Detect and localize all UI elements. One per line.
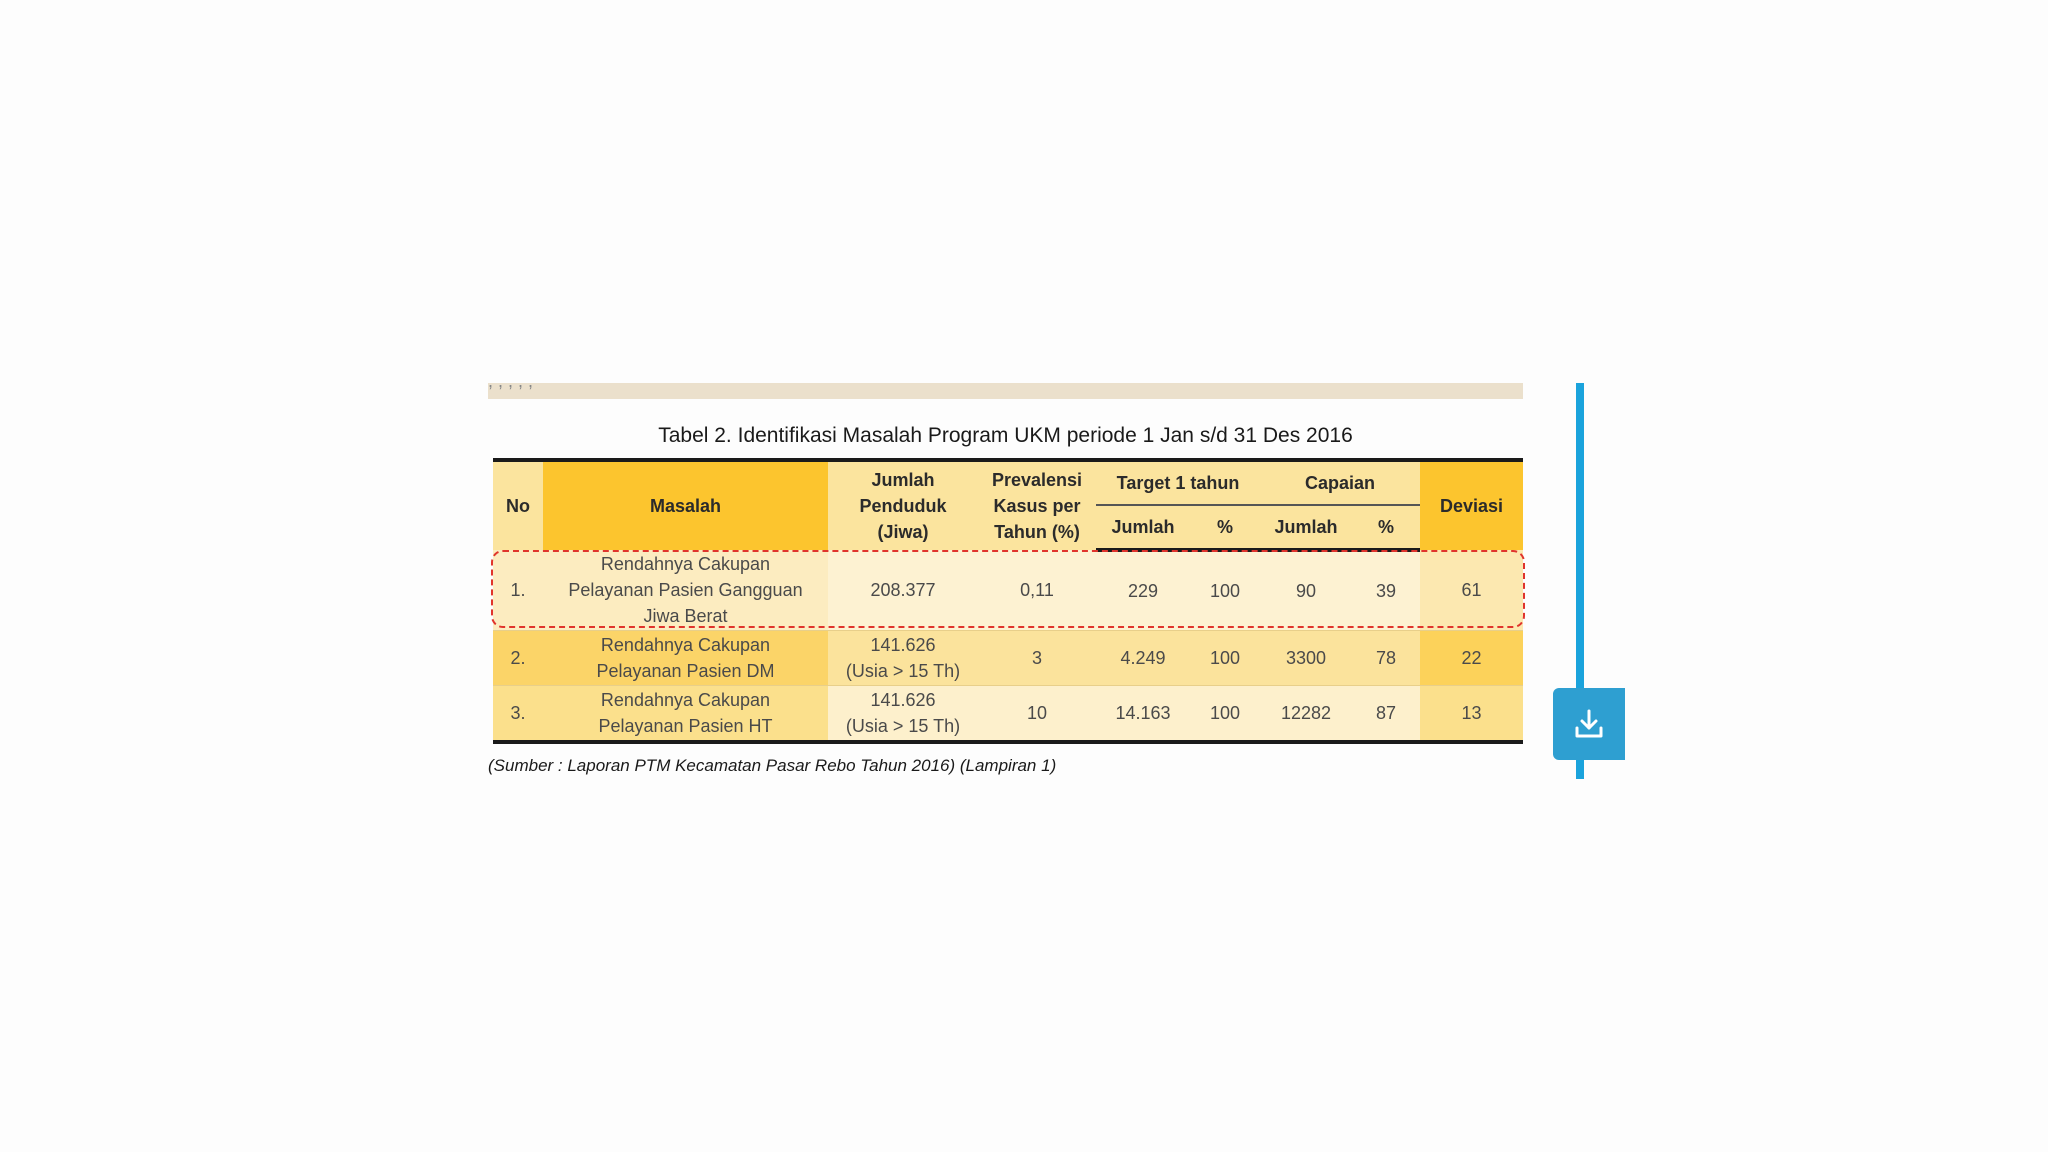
cell-masalah-line: Rendahnya Cakupan bbox=[600, 635, 771, 655]
cell-capaian-jumlah: 90 bbox=[1260, 550, 1352, 631]
cell-masalah-line: Pelayanan Pasien DM bbox=[596, 661, 775, 681]
cell-jumlah-penduduk-line: (Usia > 15 Th) bbox=[845, 661, 961, 681]
previous-page-strip: , , , , , bbox=[488, 383, 1523, 399]
download-button[interactable] bbox=[1553, 688, 1625, 760]
header-prevalensi-line: Prevalensi bbox=[991, 470, 1083, 490]
header-prevalensi: Prevalensi Kasus per Tahun (%) bbox=[978, 460, 1096, 550]
cell-target-jumlah: 14.163 bbox=[1096, 685, 1190, 742]
cell-capaian-jumlah: 3300 bbox=[1260, 630, 1352, 686]
header-jumlah-penduduk-line: (Jiwa) bbox=[877, 522, 929, 542]
table-title: Tabel 2. Identifikasi Masalah Program UK… bbox=[658, 424, 1353, 447]
header-prevalensi-line: Tahun (%) bbox=[994, 522, 1080, 542]
header-prevalensi-line: Kasus per bbox=[993, 496, 1081, 516]
header-masalah: Masalah bbox=[543, 460, 828, 550]
header-jumlah-penduduk: Jumlah Penduduk (Jiwa) bbox=[828, 460, 978, 550]
cell-deviasi: 22 bbox=[1420, 630, 1523, 686]
cell-target-jumlah: 4.249 bbox=[1096, 630, 1190, 686]
problem-identification-table: No Masalah Jumlah Penduduk (Jiwa) Preval… bbox=[493, 458, 1523, 744]
cell-prevalensi: 10 bbox=[978, 685, 1096, 742]
cell-jumlah-penduduk-line: 208.377 bbox=[870, 580, 936, 600]
header-row-top: No Masalah Jumlah Penduduk (Jiwa) Preval… bbox=[493, 460, 1523, 550]
header-target-group: Target 1 tahun bbox=[1096, 460, 1260, 506]
cell-masalah-line: Jiwa Berat bbox=[643, 606, 728, 626]
cell-masalah: Rendahnya Cakupan Pelayanan Pasien DM bbox=[543, 630, 828, 686]
cell-capaian-jumlah: 12282 bbox=[1260, 685, 1352, 742]
cell-prevalensi: 0,11 bbox=[978, 550, 1096, 631]
cell-masalah: Rendahnya Cakupan Pelayanan Pasien Gangg… bbox=[543, 550, 828, 631]
header-jumlah-penduduk-line: Jumlah bbox=[871, 470, 935, 490]
header-jumlah-penduduk-line: Penduduk bbox=[859, 496, 947, 516]
cell-jumlah-penduduk: 141.626 (Usia > 15 Th) bbox=[828, 685, 978, 742]
cell-jumlah-penduduk: 208.377 bbox=[828, 550, 978, 631]
cell-deviasi: 61 bbox=[1420, 550, 1523, 631]
cell-prevalensi: 3 bbox=[978, 630, 1096, 686]
table-row: 1. Rendahnya Cakupan Pelayanan Pasien Ga… bbox=[493, 550, 1523, 631]
header-capaian-group: Capaian bbox=[1260, 460, 1420, 506]
cell-jumlah-penduduk-line: 141.626 bbox=[870, 690, 936, 710]
cell-capaian-pct: 78 bbox=[1352, 630, 1420, 686]
cell-masalah-line: Rendahnya Cakupan bbox=[600, 554, 771, 574]
table-row: 2. Rendahnya Cakupan Pelayanan Pasien DM… bbox=[493, 630, 1523, 686]
clipped-text: , , , , , bbox=[488, 383, 1523, 392]
vertical-scrollbar[interactable] bbox=[1576, 383, 1584, 779]
cell-jumlah-penduduk-line: (Usia > 15 Th) bbox=[845, 716, 961, 736]
cell-target-pct: 100 bbox=[1190, 630, 1260, 686]
cell-target-jumlah: 229 bbox=[1096, 550, 1190, 631]
header-capaian-pct: % bbox=[1352, 505, 1420, 552]
header-no: No bbox=[493, 460, 543, 550]
cell-jumlah-penduduk: 141.626 (Usia > 15 Th) bbox=[828, 630, 978, 686]
cell-target-pct: 100 bbox=[1190, 550, 1260, 631]
cell-masalah-line: Rendahnya Cakupan bbox=[600, 690, 771, 710]
header-deviasi: Deviasi bbox=[1420, 460, 1523, 550]
cell-jumlah-penduduk-line: 141.626 bbox=[870, 635, 936, 655]
cell-capaian-pct: 39 bbox=[1352, 550, 1420, 631]
header-row-sub: Jumlah % Jumlah % bbox=[493, 505, 1523, 552]
cell-masalah-line: Pelayanan Pasien Gangguan bbox=[568, 580, 803, 600]
cell-deviasi: 13 bbox=[1420, 685, 1523, 742]
header-target-pct: % bbox=[1190, 505, 1260, 552]
cell-masalah-line: Pelayanan Pasien HT bbox=[598, 716, 773, 736]
table-container: No Masalah Jumlah Penduduk (Jiwa) Preval… bbox=[493, 458, 1523, 744]
header-target-jumlah: Jumlah bbox=[1096, 505, 1190, 552]
source-note: (Sumber : Laporan PTM Kecamatan Pasar Re… bbox=[488, 756, 1057, 775]
header-capaian-jumlah: Jumlah bbox=[1260, 505, 1352, 552]
cell-masalah: Rendahnya Cakupan Pelayanan Pasien HT bbox=[543, 685, 828, 742]
cell-no: 2. bbox=[493, 630, 543, 686]
cell-capaian-pct: 87 bbox=[1352, 685, 1420, 742]
cell-target-pct: 100 bbox=[1190, 685, 1260, 742]
cell-no: 3. bbox=[493, 685, 543, 742]
download-icon bbox=[1575, 709, 1603, 738]
cell-no: 1. bbox=[493, 550, 543, 631]
table-row: 3. Rendahnya Cakupan Pelayanan Pasien HT… bbox=[493, 685, 1523, 742]
